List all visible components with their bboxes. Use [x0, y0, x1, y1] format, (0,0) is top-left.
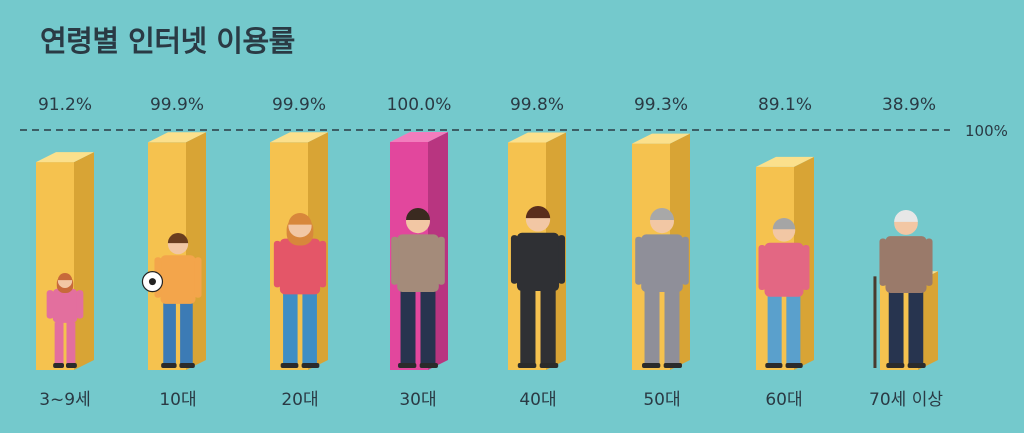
bar — [36, 152, 94, 370]
category-label: 40대 — [519, 390, 556, 410]
category-label: 60대 — [765, 390, 802, 410]
people-group — [46, 205, 933, 368]
value-label: 100.0% — [387, 95, 452, 115]
value-label: 91.2% — [38, 95, 92, 115]
category-label: 20대 — [281, 390, 318, 410]
man-in-blazer-icon — [391, 208, 445, 368]
category-label: 3~9세 — [39, 390, 91, 410]
category-label: 30대 — [399, 390, 436, 410]
reference-line-group: 100% — [20, 122, 1008, 140]
category-labels-group: 3~9세 10대 20대 30대 40대 50대 60대 70세 이상 — [39, 390, 943, 410]
older-woman-icon — [758, 218, 810, 368]
value-label: 99.3% — [634, 95, 688, 115]
reference-line-label: 100% — [965, 122, 1008, 140]
young-woman-icon — [273, 213, 327, 368]
category-label: 70세 이상 — [869, 390, 943, 410]
woman-in-suit-icon — [510, 205, 566, 368]
category-label: 50대 — [643, 390, 680, 410]
value-label: 99.9% — [272, 95, 326, 115]
girl-with-teddy-bear-icon — [46, 273, 84, 368]
category-label: 10대 — [159, 390, 196, 410]
elderly-man-with-cane-icon — [873, 210, 933, 368]
value-label: 99.9% — [150, 95, 204, 115]
value-label: 89.1% — [758, 95, 812, 115]
value-label: 38.9% — [882, 95, 936, 115]
value-labels-group: 91.2% 99.9% 99.9% 100.0% 99.8% 99.3% 89.1% 38.9… — [38, 95, 936, 115]
man-with-glasses-icon — [635, 208, 689, 368]
boy-with-soccer-ball-icon — [141, 233, 202, 368]
value-label: 99.8% — [510, 95, 564, 115]
chart-title: 연령별 인터넷 이용률 — [40, 24, 295, 58]
